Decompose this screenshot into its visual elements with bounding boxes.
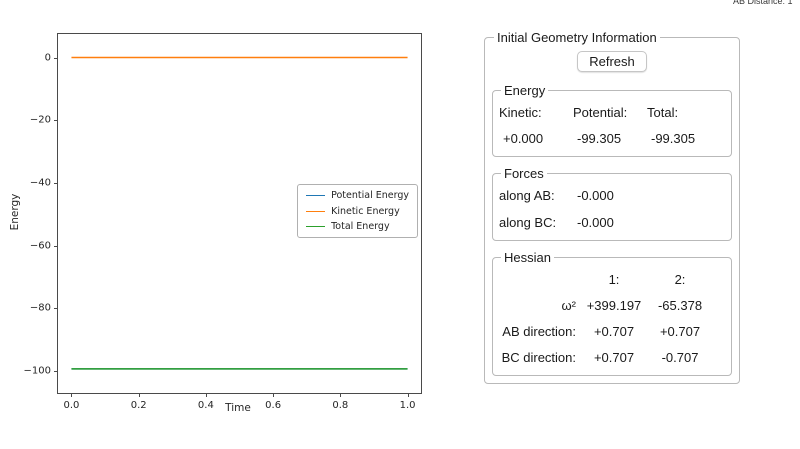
- initial-geometry-panel: Initial Geometry Information Refresh Ene…: [484, 30, 740, 384]
- y-tick-label: −60: [29, 240, 51, 252]
- clipped-top-right-text: AB Distance: 1: [733, 0, 793, 6]
- omega-squared-2: -65.378: [657, 298, 703, 313]
- hessian-col2-header: 2:: [674, 272, 686, 287]
- legend-line-swatch: [306, 195, 326, 196]
- hessian-section: Hessian 1: 2: ω² +399.197 -65.378 AB dir…: [492, 250, 732, 376]
- x-axis-label: Time: [225, 402, 251, 414]
- bc-direction-2: -0.707: [661, 350, 699, 365]
- x-tick-label: 0.4: [197, 400, 214, 411]
- omega-squared-1: +399.197: [586, 298, 642, 313]
- x-tick-label: 0.2: [130, 400, 147, 411]
- y-tick-mark: [54, 308, 58, 310]
- x-tick-mark: [138, 393, 140, 397]
- energy-section-title: Energy: [504, 83, 546, 98]
- hessian-section-title: Hessian: [504, 250, 551, 265]
- y-tick-label: −20: [29, 114, 51, 126]
- x-tick-mark: [340, 393, 342, 397]
- ab-direction-label: AB direction:: [502, 324, 576, 339]
- legend-entry: Potential Energy: [306, 190, 409, 201]
- x-tick-mark: [71, 393, 73, 397]
- x-tick-label: 0.8: [332, 400, 349, 411]
- y-tick-mark: [54, 371, 58, 373]
- ab-direction-2: +0.707: [659, 324, 701, 339]
- hessian-col1-header: 1:: [608, 272, 620, 287]
- forces-section: Forces along AB: -0.000 along BC: -0.000: [492, 166, 732, 241]
- y-tick-label: 0: [44, 52, 51, 63]
- x-tick-mark: [407, 393, 409, 397]
- legend-line-swatch: [306, 210, 326, 212]
- bc-direction-label: BC direction:: [501, 350, 576, 365]
- plot-axes: Potential Energy Kinetic Energy Total Ener…: [24, 33, 422, 411]
- series-lines: [71, 56, 408, 370]
- hessian-corner-cell: [499, 272, 579, 287]
- legend-entry: Total Energy: [306, 221, 409, 232]
- refresh-button[interactable]: Refresh: [577, 51, 647, 72]
- kinetic-value: +0.000: [503, 131, 544, 146]
- x-tick-label: 0.0: [63, 400, 80, 411]
- legend-entry: Kinetic Energy: [306, 206, 409, 217]
- bc-direction-1: +0.707: [593, 350, 635, 365]
- y-tick-label: −100: [23, 365, 51, 377]
- refresh-row: Refresh: [492, 51, 732, 72]
- legend-label: Kinetic Energy: [331, 205, 400, 217]
- force-bc-label: along BC:: [499, 215, 557, 230]
- y-tick-mark: [54, 245, 58, 247]
- force-ab-value: -0.000: [577, 188, 614, 203]
- energy-section: Energy Kinetic: Potential: Total: +0.000…: [492, 83, 732, 157]
- x-tick-mark: [205, 393, 207, 397]
- x-tick-mark: [273, 393, 275, 397]
- plot-legend: Potential Energy Kinetic Energy Total Ener…: [297, 184, 418, 238]
- energy-table: Kinetic: Potential: Total: +0.000 -99.30…: [499, 105, 725, 146]
- forces-section-title: Forces: [504, 166, 544, 181]
- energy-plot: Energy Time Potential Energy Kinetic Ener…: [9, 33, 422, 414]
- y-tick-mark: [54, 57, 58, 59]
- force-bc-value: -0.000: [577, 215, 614, 230]
- total-value: -99.305: [651, 131, 696, 146]
- omega-squared-label: ω²: [561, 298, 576, 313]
- forces-table: along AB: -0.000 along BC: -0.000: [499, 188, 725, 230]
- potential-header: Potential:: [573, 105, 628, 120]
- y-axis-label: Energy: [9, 193, 21, 231]
- legend-line-swatch: [306, 226, 326, 227]
- x-tick-label: 0.6: [265, 400, 282, 411]
- potential-value: -99.305: [577, 131, 622, 146]
- y-tick-mark: [54, 182, 58, 184]
- y-tick-mark: [54, 120, 58, 122]
- panel-title: Initial Geometry Information: [497, 30, 657, 45]
- total-header: Total:: [647, 105, 679, 120]
- y-tick-label: −40: [29, 177, 51, 189]
- kinetic-header: Kinetic:: [499, 105, 542, 120]
- legend-label: Potential Energy: [331, 190, 409, 201]
- x-tick-label: 1.0: [399, 400, 416, 411]
- y-tick-label: −80: [29, 302, 51, 314]
- force-ab-label: along AB:: [499, 188, 555, 203]
- ab-direction-1: +0.707: [593, 324, 635, 339]
- hessian-table: 1: 2: ω² +399.197 -65.378 AB direction: …: [499, 272, 725, 365]
- legend-label: Total Energy: [331, 221, 390, 232]
